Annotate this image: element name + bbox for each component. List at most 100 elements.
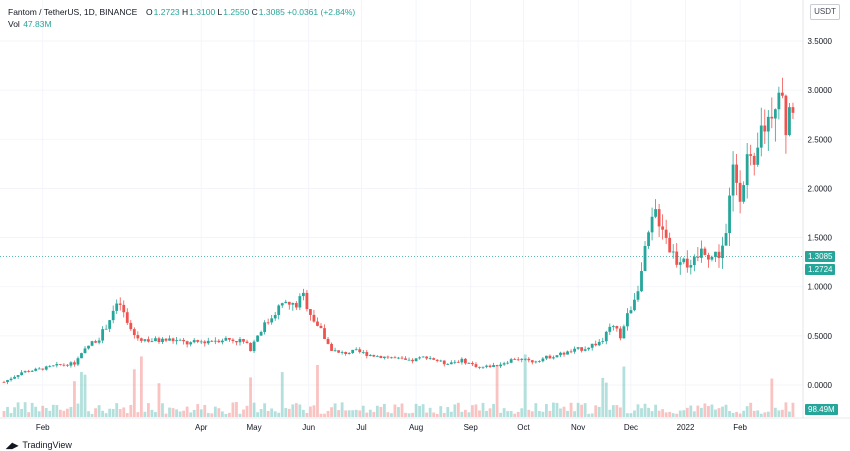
- volume-bar: [365, 412, 369, 417]
- candle-body: [256, 335, 259, 342]
- volume-bar: [263, 403, 267, 417]
- volume-bar: [111, 408, 115, 417]
- candle-body: [400, 357, 404, 359]
- candle-body: [379, 355, 383, 359]
- candle-body: [192, 340, 196, 343]
- price-tick-label: 0.5000: [808, 332, 833, 341]
- candle-body: [375, 355, 379, 357]
- candle-body: [129, 322, 133, 330]
- candle-body: [763, 125, 767, 132]
- candle-body: [51, 365, 55, 367]
- volume-bar: [358, 410, 362, 417]
- volume-bar: [210, 413, 214, 417]
- currency-button[interactable]: USDT: [810, 4, 840, 20]
- volume-bar: [277, 412, 281, 417]
- candle-body: [291, 303, 295, 305]
- volume-bar: [354, 409, 358, 417]
- candle-body: [44, 366, 48, 370]
- candle-body: [203, 341, 207, 344]
- volume-bar: [171, 408, 175, 417]
- volume-label: Vol: [8, 19, 20, 29]
- volume-bar: [217, 408, 221, 417]
- volume-bar: [742, 410, 746, 417]
- price-tick-label: 2.5000: [808, 135, 833, 144]
- candle-body: [513, 359, 517, 361]
- candle-body: [664, 229, 668, 238]
- volume-bar: [242, 409, 245, 417]
- close-label: C: [251, 7, 258, 17]
- volume-bar: [773, 407, 777, 417]
- volume-bar: [714, 409, 717, 417]
- volume-bar: [375, 405, 379, 417]
- volume-bar: [728, 411, 731, 417]
- volume-bar: [453, 404, 457, 417]
- time-tick-label: Aug: [409, 423, 423, 432]
- candle-body: [115, 303, 119, 311]
- volume-bar: [323, 413, 326, 417]
- volume-bar: [284, 408, 288, 417]
- tradingview-name: TradingView: [22, 440, 72, 450]
- volume-bar: [309, 406, 312, 417]
- volume-bar: [471, 405, 474, 417]
- volume-bar: [213, 406, 217, 417]
- candle-body: [530, 360, 534, 363]
- volume-bar: [675, 413, 679, 417]
- candle-body: [344, 352, 348, 354]
- volume-bar: [83, 374, 87, 417]
- candle-body: [622, 326, 626, 339]
- candle-body: [545, 355, 548, 359]
- volume-bar: [559, 408, 562, 417]
- candle-body: [439, 360, 443, 362]
- candle-body: [707, 254, 710, 260]
- volume-bar: [235, 402, 238, 417]
- candle-body: [611, 326, 615, 327]
- candle-body: [69, 362, 73, 366]
- volume-bar: [506, 411, 510, 417]
- volume-bar: [344, 410, 348, 417]
- candle-body: [456, 361, 460, 363]
- volume-bar: [721, 406, 724, 417]
- candle-body: [643, 245, 647, 272]
- candle-body: [618, 328, 622, 339]
- candle-body: [626, 313, 629, 327]
- volume-bar: [87, 411, 90, 417]
- volume-bar: [94, 408, 97, 417]
- candle-body: [372, 354, 376, 357]
- candle-body: [594, 343, 598, 346]
- candle-body: [516, 359, 520, 361]
- volume-bar: [580, 404, 584, 417]
- candle-body: [777, 92, 781, 110]
- candle-body: [62, 364, 66, 366]
- candle-body: [231, 339, 235, 342]
- symbol-label: Fantom / TetherUS, 1D, BINANCE: [8, 7, 138, 17]
- volume-bar: [20, 408, 24, 417]
- volume-bar: [611, 405, 615, 417]
- candle-body: [390, 357, 393, 359]
- volume-bar: [788, 411, 791, 417]
- volume-bar: [685, 407, 689, 417]
- volume-bar: [368, 409, 372, 417]
- volume-bar: [636, 404, 640, 417]
- candle-body: [488, 365, 492, 368]
- candle-body: [590, 343, 594, 348]
- candle-body: [418, 357, 422, 359]
- candle-body: [97, 340, 101, 343]
- volume-bar: [231, 402, 235, 417]
- candle-body: [319, 325, 323, 329]
- volume-bar: [414, 403, 418, 417]
- candle-body: [340, 352, 344, 353]
- volume-value: 47.83M: [23, 19, 52, 29]
- volume-bar: [555, 402, 559, 417]
- prev-price-tag: 1.2724: [805, 264, 836, 275]
- candle-body: [608, 326, 612, 332]
- candle-body: [37, 368, 41, 370]
- volume-bar: [439, 406, 443, 417]
- volume-bar: [164, 413, 168, 417]
- tradingview-branding[interactable]: ◢▶ TradingView: [6, 440, 72, 451]
- candle-body: [485, 365, 488, 367]
- volume-bar: [337, 410, 341, 417]
- candle-body: [34, 368, 38, 371]
- candle-body: [280, 303, 284, 306]
- volume-bar: [738, 413, 742, 417]
